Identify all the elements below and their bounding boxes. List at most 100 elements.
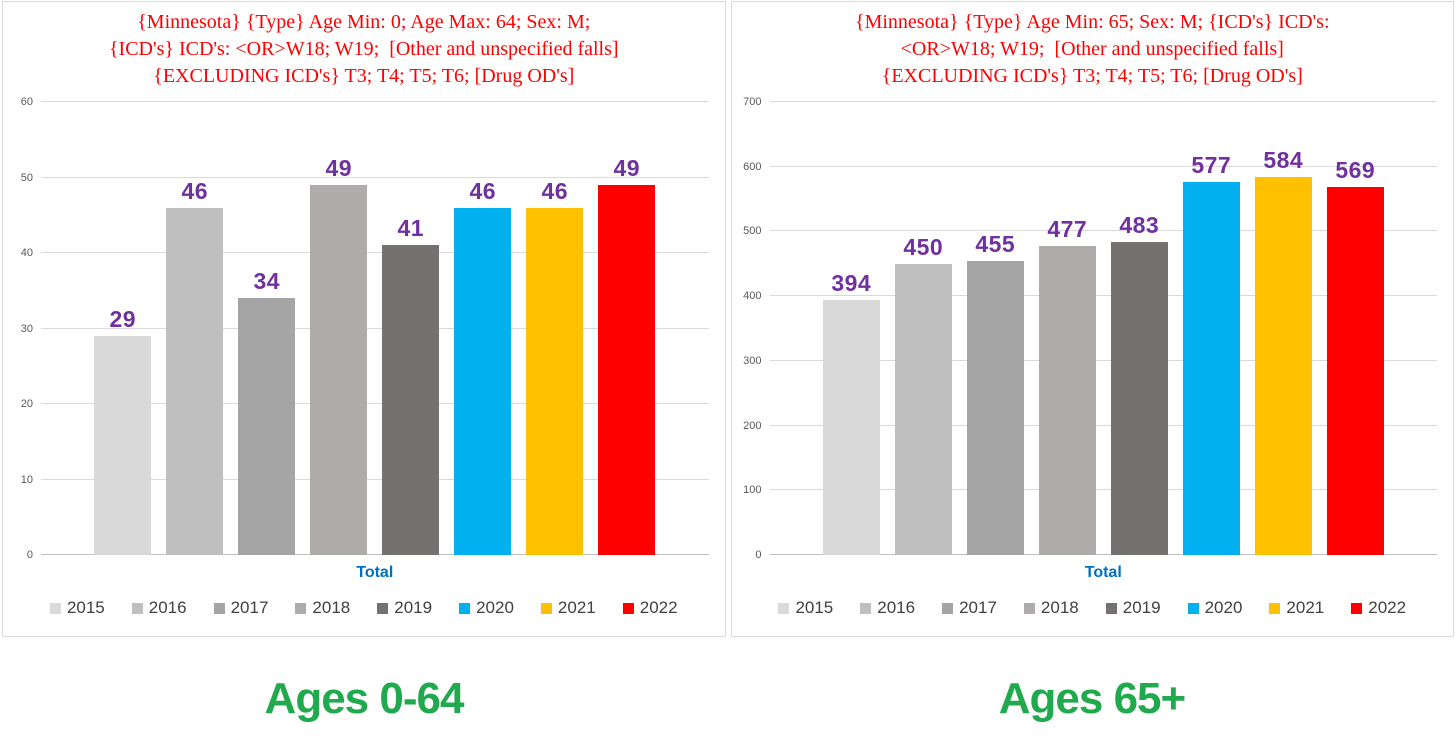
legend-item-2017: 2017 (942, 598, 997, 618)
bar-value-label: 483 (1119, 212, 1160, 239)
legend-item-2022: 2022 (622, 598, 678, 618)
y-tick-label: 300 (743, 354, 762, 367)
bars: 394 450 455 477 483 577 584 569 (770, 102, 1438, 555)
plot-area: 394 450 455 477 483 577 584 569 (769, 101, 1438, 555)
legend-swatch (1187, 602, 1199, 614)
legend-label: 2015 (795, 598, 834, 617)
gridline (769, 489, 1437, 491)
y-tick-label: 0 (755, 549, 762, 561)
gridline (41, 403, 709, 405)
legend-item-2016: 2016 (131, 598, 187, 618)
gridline (41, 101, 709, 102)
y-axis: 0 10 20 30 40 50 60 (5, 96, 37, 561)
y-tick-label: 30 (20, 322, 33, 335)
bar-value-label: 49 (325, 155, 353, 182)
legend-item-2020: 2020 (1187, 598, 1243, 618)
legend-label: 2017 (230, 598, 269, 617)
legend-label: 2019 (1122, 598, 1161, 617)
chart-title-line: <OR>W18; W19; [Other and unspecified fal… (900, 38, 1284, 60)
y-axis: 0 100 200 300 400 500 600 700 (734, 96, 766, 561)
bar-value-label: 29 (109, 306, 137, 333)
y-tick-label: 200 (743, 419, 762, 432)
bar-value-label: 46 (541, 177, 569, 204)
gridline (769, 424, 1437, 426)
legend-label: 2022 (639, 598, 678, 617)
legend-item-2018: 2018 (295, 598, 350, 618)
legend-item-2015: 2015 (778, 598, 833, 618)
y-tick-label: 10 (20, 473, 33, 486)
chart-title: {Minnesota} {Type} Age Min: 65; Sex: M; … (732, 9, 1454, 90)
legend-label: 2021 (1286, 598, 1325, 617)
legend-swatch (131, 602, 143, 614)
y-tick-label: 0 (26, 549, 33, 561)
chart-title-line: {EXCLUDING ICD's} T3; T4; T5; T6; [Drug … (153, 65, 575, 87)
legend-item-2015: 2015 (49, 598, 105, 618)
bar-2016: 46 (166, 178, 224, 555)
bar-value-label: 455 (975, 230, 1016, 257)
legend-label: 2021 (557, 598, 596, 617)
legend-label: 2015 (66, 598, 105, 617)
bar-2022: 49 (598, 155, 656, 555)
legend-label: 2020 (1204, 598, 1243, 617)
gridline (41, 327, 709, 329)
legend-label: 2019 (394, 598, 433, 617)
x-axis-label: Total (1084, 564, 1122, 581)
captions-row: Ages 0-64 Ages 65+ (0, 674, 1456, 724)
gridline (769, 295, 1437, 297)
legend-label: 2016 (877, 598, 916, 617)
bar-value-label: 394 (831, 270, 872, 297)
legend-label: 2022 (1368, 598, 1407, 617)
legend-label: 2016 (148, 598, 187, 617)
plot-area: 29 46 34 49 41 46 46 49 (41, 101, 709, 555)
legend: 2015 2016 2017 2018 2019 2020 2021 2022 (732, 598, 1454, 618)
bar-value-label: 41 (397, 215, 425, 242)
y-tick-label: 40 (20, 247, 33, 260)
legend-swatch (213, 602, 225, 614)
bar-2020: 46 (454, 178, 512, 555)
gridline (769, 230, 1437, 232)
legend-item-2020: 2020 (459, 598, 514, 618)
bar-2018: 49 (310, 155, 368, 555)
bar-value-label: 49 (613, 155, 641, 182)
bar-2020: 577 (1182, 152, 1240, 555)
bar-value-label: 46 (469, 177, 497, 204)
chart-title: {Minnesota} {Type} Age Min: 0; Age Max: … (3, 9, 725, 90)
gridline (769, 101, 1437, 102)
legend-swatch (459, 602, 471, 614)
gridline (769, 165, 1437, 167)
bar-value-label: 450 (903, 233, 944, 260)
y-tick-label: 700 (743, 96, 762, 108)
y-tick-label: 400 (743, 290, 762, 303)
bar-2019: 41 (382, 215, 440, 555)
chart-panels: {Minnesota} {Type} Age Min: 0; Age Max: … (2, 1, 1454, 637)
chart-title-line: {ICD's} ICD's: <OR>W18; W19; [Other and … (108, 38, 619, 60)
bar-2018: 477 (1038, 216, 1096, 555)
bar-2022: 569 (1326, 157, 1384, 555)
gridline (41, 252, 709, 254)
x-axis-line (41, 554, 709, 555)
legend-label: 2017 (959, 598, 997, 617)
bar-value-label: 46 (181, 177, 209, 204)
legend-swatch (778, 602, 790, 614)
bar-2021: 46 (526, 178, 584, 555)
legend-swatch (540, 602, 552, 614)
caption-ages-0-64: Ages 0-64 (264, 674, 465, 723)
legend-swatch (1105, 602, 1117, 614)
legend-item-2017: 2017 (213, 598, 269, 618)
legend-swatch (860, 602, 872, 614)
bar-value-label: 34 (253, 268, 281, 295)
bar-2015: 394 (822, 270, 880, 555)
legend-item-2022: 2022 (1351, 598, 1406, 618)
bar-value-label: 584 (1263, 147, 1304, 174)
gridline (769, 359, 1437, 361)
bar-2017: 455 (966, 231, 1024, 555)
y-tick-label: 60 (20, 96, 33, 108)
bars: 29 46 34 49 41 46 46 49 (41, 102, 709, 555)
chart-panel-ages-0-64: {Minnesota} {Type} Age Min: 0; Age Max: … (2, 1, 726, 637)
bar-2016: 450 (894, 234, 952, 555)
legend-swatch (295, 602, 307, 614)
y-tick-label: 600 (743, 160, 762, 173)
legend-swatch (1023, 602, 1035, 614)
x-axis-label: Total (356, 564, 394, 581)
bar-2021: 584 (1254, 147, 1312, 555)
